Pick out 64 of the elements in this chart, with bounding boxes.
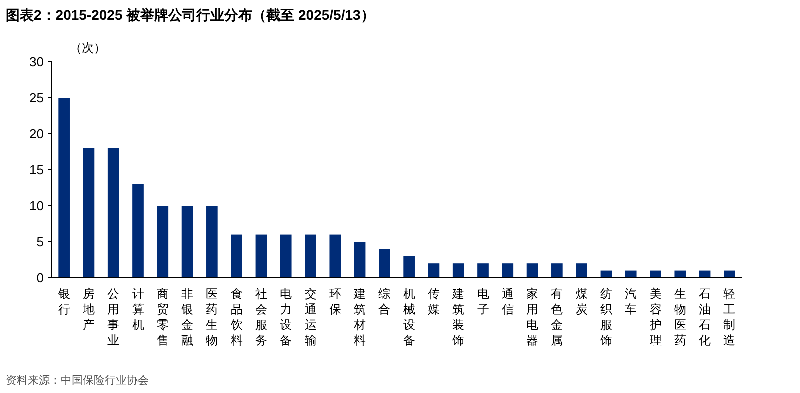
y-tick-label: 20 <box>30 126 44 142</box>
x-tick-label: 电力设备 <box>280 287 292 348</box>
bar <box>552 264 563 278</box>
x-tick-label: 生物医药 <box>674 287 686 348</box>
x-tick-label: 建筑装饰 <box>452 287 465 348</box>
bar <box>330 234 342 278</box>
y-tick-label: 15 <box>30 162 44 178</box>
y-tick-label: 0 <box>36 270 44 286</box>
text: 资料来源：中国保险行业协会 <box>6 374 149 387</box>
x-tick-label: 公用事业 <box>108 287 120 348</box>
x-tick-label: 石油石化 <box>699 287 712 348</box>
bar <box>625 270 637 278</box>
bar <box>576 264 588 278</box>
bar <box>354 242 366 278</box>
bar <box>404 256 415 278</box>
chart-title: 图表2：2015-2025 被举牌公司行业分布（截至 2025/5/13） <box>6 7 375 23</box>
bar <box>674 270 686 278</box>
y-axis-title: （次） <box>70 41 106 55</box>
bar <box>724 270 736 278</box>
bar <box>182 206 194 278</box>
bar <box>452 264 464 278</box>
bar <box>58 98 70 278</box>
bar <box>280 234 292 278</box>
bar <box>502 264 514 278</box>
x-tick-label: 社会服务 <box>255 287 268 348</box>
x-tick-label: 通信 <box>502 287 514 316</box>
y-tick-label: 10 <box>30 198 44 214</box>
x-tick-label: 环保 <box>329 287 342 316</box>
x-tick-label: 传媒 <box>428 287 440 316</box>
bar <box>650 270 662 278</box>
bar <box>206 206 218 278</box>
x-tick-label: 煤炭 <box>576 287 588 316</box>
bar <box>526 264 538 278</box>
x-tick-label: 食品饮料 <box>230 287 243 348</box>
x-tick-label: 商贸零售 <box>156 287 169 348</box>
y-tick-label: 30 <box>30 54 44 70</box>
bar <box>157 206 169 278</box>
bar <box>256 234 268 278</box>
y-tick-label: 5 <box>36 234 44 250</box>
x-tick-label: 电子 <box>477 287 490 316</box>
x-tick-label: 建筑材料 <box>353 287 366 348</box>
x-tick-label: 轻工制造 <box>724 287 736 348</box>
y-tick-label: 25 <box>30 90 44 106</box>
bar <box>428 264 440 278</box>
bar <box>231 234 242 278</box>
x-tick-label: 汽车 <box>625 287 638 316</box>
x-tick-label: 交通运输 <box>304 287 317 348</box>
bar <box>379 249 390 278</box>
x-tick-label: 非银金融 <box>180 287 194 348</box>
x-tick-label: 家用电器 <box>526 287 539 348</box>
x-tick-label: 医药生物 <box>206 287 218 348</box>
x-tick-label: 房地产 <box>82 287 95 332</box>
bar <box>305 234 316 278</box>
x-tick-label: 纺织服饰 <box>599 287 612 348</box>
bar <box>132 184 144 278</box>
bar <box>108 148 120 278</box>
x-tick-label: 银行 <box>57 287 70 316</box>
x-tick-label: 综合 <box>378 287 391 316</box>
bar <box>478 264 489 278</box>
bar <box>83 148 95 278</box>
x-tick-label: 美容护理 <box>648 287 662 348</box>
x-tick-label: 有色金属 <box>551 287 564 348</box>
x-tick-label: 计算机 <box>132 287 144 332</box>
x-tick-label: 机械设备 <box>403 287 416 348</box>
